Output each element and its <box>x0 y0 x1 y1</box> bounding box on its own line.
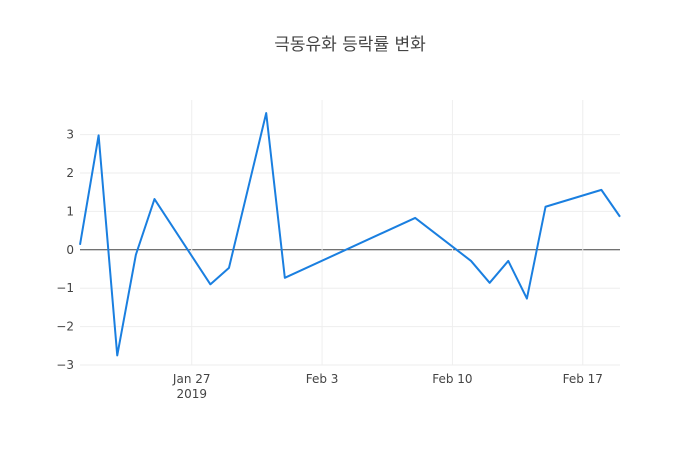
y-tick-label: 2 <box>66 166 74 180</box>
x-tick-label: Feb 10 <box>432 372 472 386</box>
y-tick-label: −2 <box>56 320 74 334</box>
x-tick-label: Jan 27 2019 <box>172 372 211 401</box>
y-tick-label: 0 <box>66 243 74 257</box>
line <box>79 112 621 357</box>
y-tick-label: −1 <box>56 281 74 295</box>
x-tick-label: Feb 17 <box>563 372 603 386</box>
y-tick-label: 1 <box>66 204 74 218</box>
y-tick-label: −3 <box>56 358 74 372</box>
chart-title: 극동유화 등락률 변화 <box>274 35 426 55</box>
x-tick-label: Feb 3 <box>306 372 339 386</box>
y-tick-label: 3 <box>66 128 74 142</box>
